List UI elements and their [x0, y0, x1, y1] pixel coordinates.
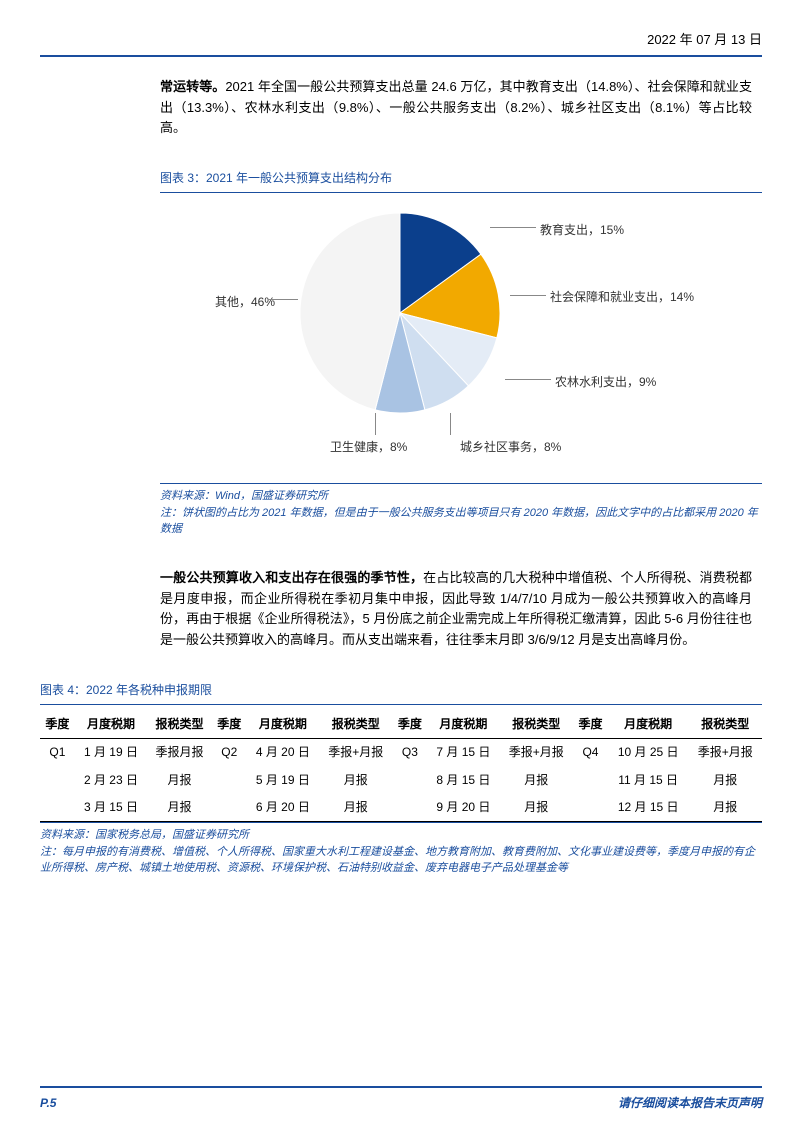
table-cell: 2 月 23 日 [75, 767, 147, 794]
table-header: 月度税期 [427, 711, 499, 739]
chart3-caption: 图表 3：2021 年一般公共预算支出结构分布 [160, 169, 762, 193]
table-cell: 月报 [319, 794, 392, 822]
table-header: 季度 [392, 711, 427, 739]
table-header: 报税类型 [319, 711, 392, 739]
table4-note: 注：每月申报的有消费税、增值税、个人所得税、国家重大水利工程建设基金、地方教育附… [40, 844, 762, 877]
slice-label-other: 其他，46% [215, 293, 275, 312]
tax-table: 季度月度税期报税类型季度月度税期报税类型季度月度税期报税类型季度月度税期报税类型… [40, 711, 762, 822]
table-cell: 6 月 20 日 [247, 794, 319, 822]
table-cell: 季报+月报 [500, 739, 573, 767]
table-cell: 月报 [500, 794, 573, 822]
table-header: 季度 [212, 711, 247, 739]
table-cell [573, 794, 608, 822]
para1-bold: 常运转等。 [160, 79, 225, 94]
table-cell: Q1 [40, 739, 75, 767]
pie-chart: 教育支出，15% 社会保障和就业支出，14% 农林水利支出，9% 城乡社区事务，… [160, 203, 762, 483]
table-header: 季度 [40, 711, 75, 739]
table-cell: 7 月 15 日 [427, 739, 499, 767]
footer-text: 请仔细阅读本报告末页声明 [618, 1094, 762, 1113]
table-header: 报税类型 [147, 711, 212, 739]
table-header: 报税类型 [500, 711, 573, 739]
table-cell: 3 月 15 日 [75, 794, 147, 822]
table-header: 月度税期 [75, 711, 147, 739]
page-number: P.5 [40, 1094, 56, 1113]
slice-label-agri: 农林水利支出，9% [555, 373, 656, 392]
para1-rest: 2021 年全国一般公共预算支出总量 24.6 万亿，其中教育支出（14.8%）… [160, 79, 752, 136]
table-cell [212, 767, 247, 794]
table-cell: 9 月 20 日 [427, 794, 499, 822]
table-cell: 11 月 15 日 [608, 767, 689, 794]
table-cell [392, 794, 427, 822]
para2-bold: 一般公共预算收入和支出存在很强的季节性， [160, 570, 423, 585]
slice-label-urban: 城乡社区事务，8% [460, 438, 561, 457]
table-cell: 月报 [147, 767, 212, 794]
table-cell: 10 月 25 日 [608, 739, 689, 767]
table-cell [392, 767, 427, 794]
slice-label-education: 教育支出，15% [540, 221, 624, 240]
table-cell: 月报 [319, 767, 392, 794]
table-header: 报税类型 [688, 711, 762, 739]
table-row: Q11 月 19 日季报月报Q24 月 20 日季报+月报Q37 月 15 日季… [40, 739, 762, 767]
paragraph-2: 一般公共预算收入和支出存在很强的季节性，在占比较高的几大税种中增值税、个人所得税… [160, 568, 752, 651]
table-row: 2 月 23 日月报5 月 19 日月报8 月 15 日月报11 月 15 日月… [40, 767, 762, 794]
table-cell: 1 月 19 日 [75, 739, 147, 767]
table-cell [40, 794, 75, 822]
table-cell: 季报+月报 [688, 739, 762, 767]
table4-source-block: 资料来源：国家税务总局，国盛证券研究所 注：每月申报的有消费税、增值税、个人所得… [40, 822, 762, 877]
table-cell: 月报 [147, 794, 212, 822]
table-cell: 月报 [500, 767, 573, 794]
table-cell: 4 月 20 日 [247, 739, 319, 767]
table-cell [40, 767, 75, 794]
paragraph-1: 常运转等。2021 年全国一般公共预算支出总量 24.6 万亿，其中教育支出（1… [160, 77, 752, 139]
table-cell: Q2 [212, 739, 247, 767]
table-cell: Q3 [392, 739, 427, 767]
header-date: 2022 年 07 月 13 日 [40, 30, 762, 57]
slice-label-social: 社会保障和就业支出，14% [550, 288, 694, 307]
table-cell: Q4 [573, 739, 608, 767]
table-cell: 月报 [688, 794, 762, 822]
table4-caption: 图表 4：2022 年各税种申报期限 [40, 681, 762, 705]
table-cell: 12 月 15 日 [608, 794, 689, 822]
table-cell: 季报+月报 [319, 739, 392, 767]
table-cell [212, 794, 247, 822]
slice-label-health: 卫生健康，8% [330, 438, 407, 457]
chart3-note: 注：饼状图的占比为 2021 年数据，但是由于一般公共服务支出等项目只有 202… [160, 505, 762, 538]
table-cell: 8 月 15 日 [427, 767, 499, 794]
table-cell: 月报 [688, 767, 762, 794]
table-cell: 5 月 19 日 [247, 767, 319, 794]
table-row: 3 月 15 日月报6 月 20 日月报9 月 20 日月报12 月 15 日月… [40, 794, 762, 822]
footer: P.5 请仔细阅读本报告末页声明 [40, 1086, 762, 1113]
chart3-source: 资料来源：Wind，国盛证券研究所 [160, 488, 762, 505]
table-cell [573, 767, 608, 794]
table-header: 月度税期 [608, 711, 689, 739]
table-header: 季度 [573, 711, 608, 739]
table4-source: 资料来源：国家税务总局，国盛证券研究所 [40, 827, 762, 844]
table-cell: 季报月报 [147, 739, 212, 767]
chart3-source-block: 资料来源：Wind，国盛证券研究所 注：饼状图的占比为 2021 年数据，但是由… [160, 483, 762, 538]
table-header: 月度税期 [247, 711, 319, 739]
